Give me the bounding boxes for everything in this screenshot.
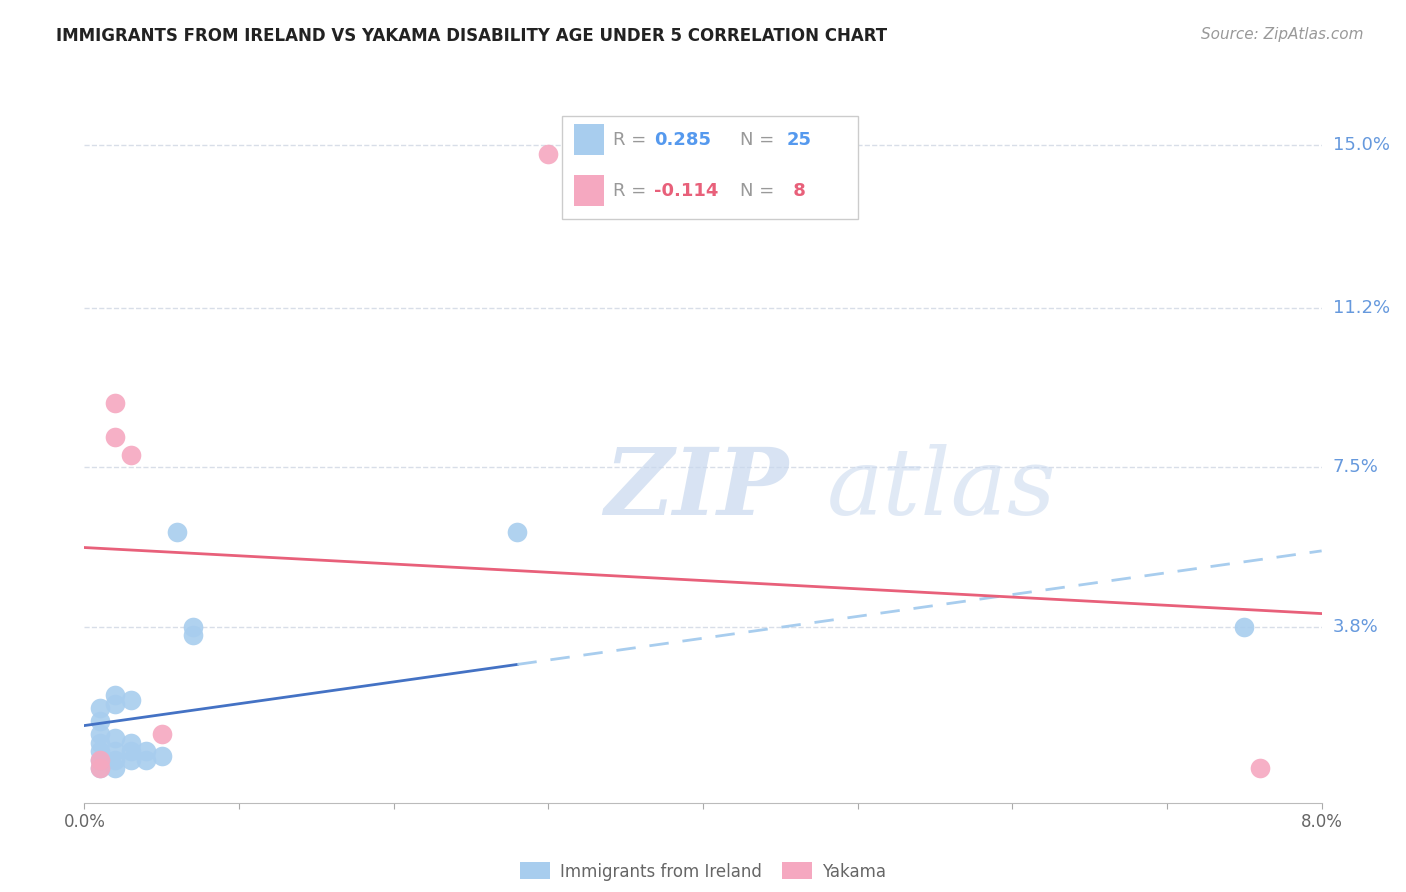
Point: [181, 628, 204, 642]
Text: -0.114: -0.114: [654, 182, 718, 200]
FancyBboxPatch shape: [562, 116, 858, 219]
Point: [89, 701, 111, 715]
Point: [506, 524, 529, 539]
Point: [166, 524, 188, 539]
Point: [120, 736, 142, 750]
Point: [181, 619, 204, 633]
Point: [89, 744, 111, 758]
Text: atlas: atlas: [827, 444, 1056, 533]
Point: [120, 753, 142, 767]
Point: [104, 744, 127, 758]
Point: [135, 753, 157, 767]
Point: [104, 753, 127, 767]
Point: [120, 448, 142, 462]
Text: 11.2%: 11.2%: [1333, 300, 1391, 318]
Point: [89, 714, 111, 728]
Point: [1249, 761, 1271, 775]
Point: [135, 744, 157, 758]
Point: [120, 692, 142, 706]
Text: R =: R =: [613, 182, 651, 200]
Point: [150, 748, 173, 763]
Text: R =: R =: [613, 130, 651, 149]
Text: Source: ZipAtlas.com: Source: ZipAtlas.com: [1201, 27, 1364, 42]
Text: 8: 8: [787, 182, 806, 200]
Text: N =: N =: [740, 182, 779, 200]
Text: 0.285: 0.285: [654, 130, 711, 149]
Point: [89, 761, 111, 775]
Text: ZIP: ZIP: [605, 444, 789, 533]
Point: [1233, 619, 1256, 633]
Text: 3.8%: 3.8%: [1333, 617, 1378, 635]
Point: [537, 146, 560, 161]
Legend: Immigrants from Ireland, Yakama: Immigrants from Ireland, Yakama: [513, 855, 893, 888]
Point: [150, 727, 173, 741]
Point: [104, 430, 127, 444]
Point: [104, 697, 127, 711]
Text: 25: 25: [787, 130, 811, 149]
Point: [104, 761, 127, 775]
Text: 15.0%: 15.0%: [1333, 136, 1389, 154]
FancyBboxPatch shape: [574, 124, 603, 155]
Text: IMMIGRANTS FROM IRELAND VS YAKAMA DISABILITY AGE UNDER 5 CORRELATION CHART: IMMIGRANTS FROM IRELAND VS YAKAMA DISABI…: [56, 27, 887, 45]
Point: [104, 731, 127, 746]
Point: [89, 753, 111, 767]
Point: [104, 689, 127, 703]
Point: [89, 753, 111, 767]
Point: [89, 761, 111, 775]
FancyBboxPatch shape: [574, 176, 603, 206]
Point: [120, 744, 142, 758]
Text: N =: N =: [740, 130, 779, 149]
Point: [89, 727, 111, 741]
Point: [89, 736, 111, 750]
Point: [104, 396, 127, 410]
Text: 7.5%: 7.5%: [1333, 458, 1379, 476]
